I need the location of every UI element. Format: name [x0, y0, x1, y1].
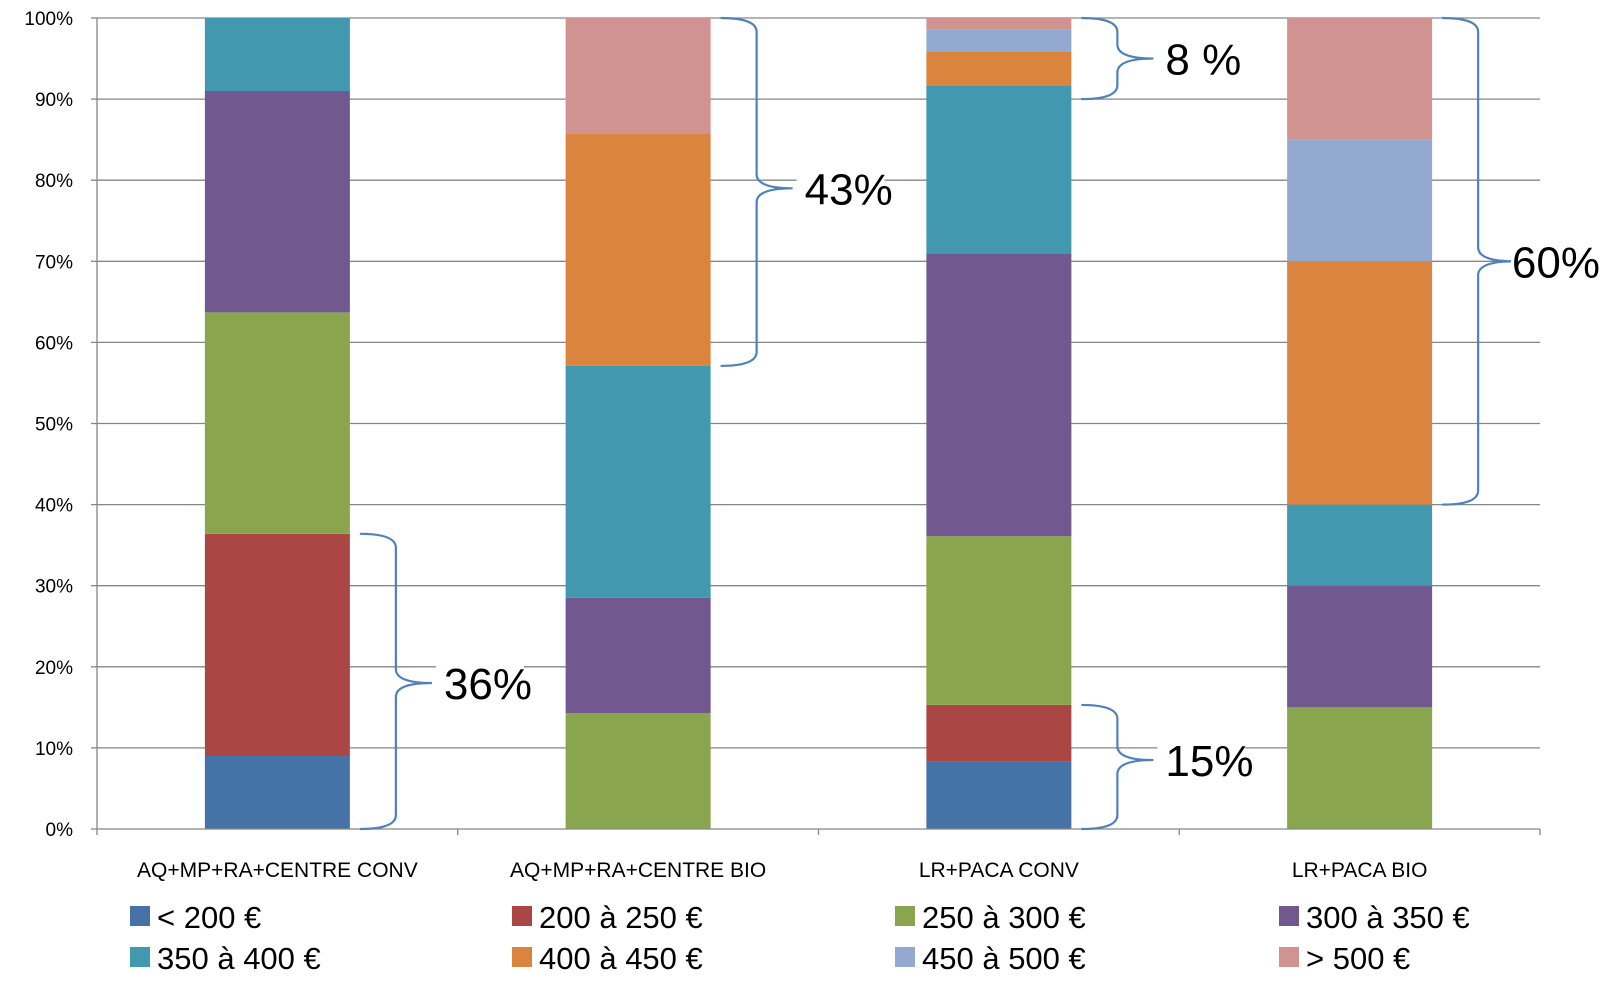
- bar-segment: [1287, 140, 1432, 262]
- bar-segment: [1287, 586, 1432, 708]
- legend-swatch: [1279, 947, 1299, 967]
- bar-segment: [566, 713, 711, 829]
- x-category-label: LR+PACA CONV: [919, 859, 1079, 882]
- brace: [1081, 705, 1153, 829]
- annotation-label: 8 %: [1165, 36, 1241, 85]
- bar-segment: [205, 18, 350, 91]
- legend-label: 450 à 500 €: [922, 941, 1086, 976]
- bar-segment: [926, 762, 1071, 829]
- brace: [721, 18, 793, 366]
- bar-segment: [566, 598, 711, 713]
- legend-swatch: [512, 947, 532, 967]
- legend-swatch: [895, 906, 915, 926]
- y-tick-label: 20%: [35, 658, 73, 679]
- bar-segment: [1287, 505, 1432, 586]
- legend-label: < 200 €: [157, 900, 261, 935]
- y-tick-label: 70%: [35, 252, 73, 273]
- x-category-label: AQ+MP+RA+CENTRE BIO: [510, 859, 766, 882]
- legend-label: 350 à 400 €: [157, 941, 321, 976]
- legend-label: 200 à 250 €: [539, 900, 703, 935]
- bar-segment: [926, 29, 1071, 51]
- annotation-label: 36%: [444, 660, 532, 709]
- brace: [360, 534, 432, 829]
- legend-swatch: [512, 906, 532, 926]
- bar-segment: [926, 254, 1071, 536]
- y-tick-label: 90%: [35, 90, 73, 111]
- y-tick-label: 0%: [46, 820, 74, 841]
- legend-label: > 500 €: [1306, 941, 1410, 976]
- bar-segment: [926, 18, 1071, 29]
- legend-swatch: [130, 906, 150, 926]
- annotation-label: 60%: [1512, 238, 1600, 287]
- bar-segment: [205, 312, 350, 533]
- legend-swatch: [895, 947, 915, 967]
- legend-label: 300 à 350 €: [1306, 900, 1470, 935]
- legend-label: 400 à 450 €: [539, 941, 703, 976]
- y-tick-label: 30%: [35, 577, 73, 598]
- bar-segment: [926, 51, 1071, 85]
- legend-swatch: [1279, 906, 1299, 926]
- y-tick-label: 100%: [24, 9, 73, 30]
- bar-segment: [926, 705, 1071, 762]
- x-category-label: AQ+MP+RA+CENTRE CONV: [137, 859, 418, 882]
- bar-segment: [205, 91, 350, 312]
- y-tick-label: 50%: [35, 415, 73, 436]
- bar-segment: [566, 134, 711, 366]
- brace: [1081, 18, 1153, 99]
- bar-segment: [926, 85, 1071, 254]
- y-tick-label: 60%: [35, 333, 73, 354]
- y-tick-label: 40%: [35, 496, 73, 517]
- legend-swatch: [130, 947, 150, 967]
- legend-label: 250 à 300 €: [922, 900, 1086, 935]
- bar-segment: [1287, 261, 1432, 504]
- bar-segment: [1287, 18, 1432, 140]
- bar-segment: [205, 756, 350, 829]
- y-tick-label: 80%: [35, 171, 73, 192]
- bar-segment: [1287, 707, 1432, 829]
- annotation-label: 43%: [805, 165, 893, 214]
- y-tick-label: 10%: [35, 739, 73, 760]
- annotation-label: 15%: [1165, 737, 1253, 786]
- legend: < 200 € 200 à 250 € 250 à 300 € 300 à 350 €…: [130, 900, 1470, 976]
- bar-segment: [566, 18, 711, 134]
- x-category-label: LR+PACA BIO: [1292, 859, 1428, 882]
- bar-segment: [566, 366, 711, 598]
- bar-segment: [926, 536, 1071, 705]
- bar-segment: [205, 534, 350, 756]
